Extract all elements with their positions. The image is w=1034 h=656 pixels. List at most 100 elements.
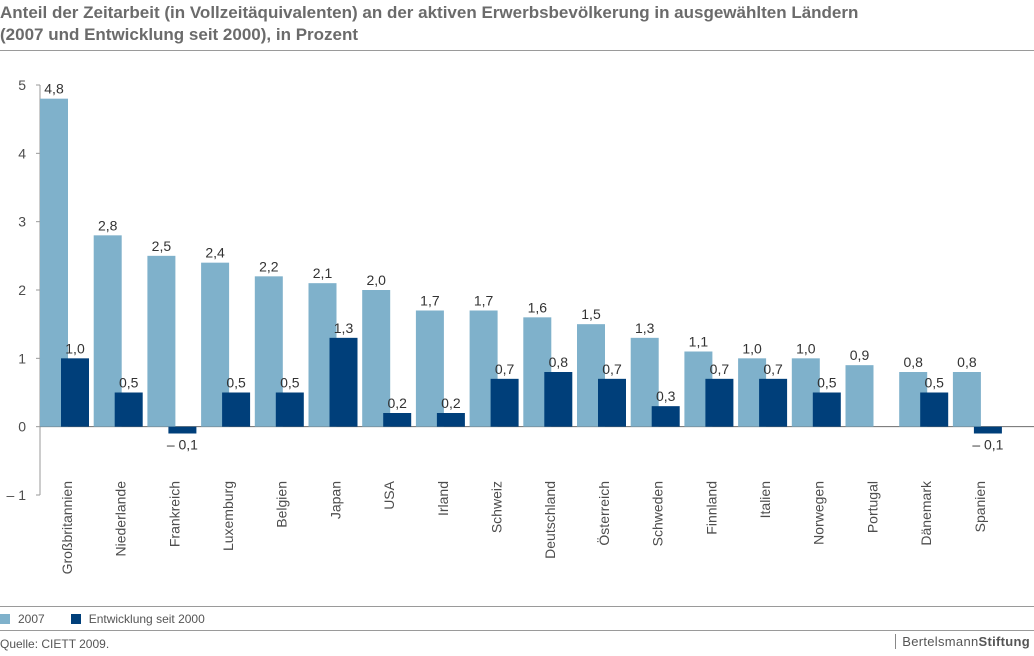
bar-change <box>490 378 519 427</box>
data-label-change: 0,2 <box>441 395 461 411</box>
y-tick-label: 2 <box>18 282 26 298</box>
bar-2007 <box>415 310 444 427</box>
data-label-change: 0,7 <box>763 361 783 377</box>
bar-change <box>436 413 465 427</box>
data-label-change: 0,8 <box>549 354 569 370</box>
bar-change <box>598 378 626 427</box>
chart-title-line-1: Anteil der Zeitarbeit (in Vollzeitäquiva… <box>0 3 859 22</box>
brand-name-part-1: Bertelsmann <box>902 634 979 649</box>
category-label: Norwegen <box>811 481 827 545</box>
y-tick-label: 0 <box>18 419 26 435</box>
data-label-2007: 2,5 <box>152 238 172 254</box>
data-label-change: 0,2 <box>387 395 407 411</box>
legend-swatch-change <box>70 614 81 624</box>
data-label-2007: 1,7 <box>474 293 494 309</box>
data-label-2007: 2,8 <box>98 217 118 233</box>
y-tick-label: 3 <box>18 214 26 230</box>
category-label: Italien <box>757 481 773 518</box>
legend-label-change: Entwicklung seit 2000 <box>88 612 205 626</box>
data-label-2007: 0,8 <box>903 354 923 370</box>
bar-change <box>329 337 358 427</box>
data-label-2007: 2,1 <box>313 265 333 281</box>
y-tick-label: 1 <box>18 350 26 366</box>
brand-logo: BertelsmannStiftung <box>895 634 1030 649</box>
data-label-2007: 4,8 <box>44 81 64 97</box>
category-label: Japan <box>327 481 343 519</box>
category-label: Österreich <box>595 481 612 546</box>
bar-change <box>61 358 89 427</box>
category-label: Schweden <box>650 481 666 546</box>
category-label: Deutschland <box>542 481 558 559</box>
bar-2007 <box>952 372 981 427</box>
data-label-2007: 1,0 <box>796 340 816 356</box>
data-label-change: 0,7 <box>710 361 730 377</box>
category-label: Belgien <box>274 481 290 528</box>
bar-change <box>651 406 680 427</box>
legend-item-change: Entwicklung seit 2000 <box>70 612 205 626</box>
data-label-2007: 1,1 <box>689 334 709 350</box>
category-label: Schweiz <box>488 481 504 533</box>
data-label-change: 0,3 <box>656 388 676 404</box>
bar-2007 <box>147 255 176 427</box>
bar-change <box>544 372 573 427</box>
y-tick-label: 4 <box>18 145 26 161</box>
data-label-change: 0,5 <box>924 375 944 391</box>
category-label: Frankreich <box>166 481 182 547</box>
data-label-change: 0,7 <box>495 361 515 377</box>
data-label-2007: 2,4 <box>205 245 225 261</box>
data-label-2007: 1,0 <box>742 340 762 356</box>
chart-title: Anteil der Zeitarbeit (in Vollzeitäquiva… <box>0 2 1020 46</box>
bar-change <box>222 392 251 427</box>
chart-title-line-2: (2007 und Entwicklung seit 2000), in Pro… <box>0 25 359 44</box>
y-tick-label: – 1 <box>7 487 27 503</box>
bar-change <box>275 392 304 427</box>
data-label-2007: 2,0 <box>366 272 386 288</box>
data-label-change: – 0,1 <box>167 437 198 453</box>
legend-swatch-2007 <box>0 614 10 624</box>
bar-change <box>920 392 949 427</box>
bar-change <box>114 392 143 427</box>
category-label: Großbritannien <box>59 481 75 574</box>
bar-2007 <box>362 290 391 427</box>
bar-change <box>705 378 734 427</box>
bar-change <box>759 378 788 427</box>
category-label: Dänemark <box>918 480 934 546</box>
bar-change <box>812 392 841 427</box>
category-label: Finnland <box>703 481 719 535</box>
data-label-2007: 1,6 <box>528 299 548 315</box>
source-note: Quelle: CIETT 2009. <box>0 637 110 651</box>
data-label-2007: 2,2 <box>259 258 279 274</box>
footer-divider <box>0 630 1034 631</box>
data-label-2007: 1,3 <box>635 320 655 336</box>
bar-chart: – 1 0 1 2 3 4 5 4,8 1,0 Großbritannien 2,8 0,5 Niede… <box>7 77 1034 574</box>
data-label-2007: 0,9 <box>850 347 870 363</box>
category-label: Portugal <box>864 481 880 533</box>
legend: 2007 Entwicklung seit 2000 <box>0 612 231 626</box>
bar-2007 <box>845 365 874 427</box>
category-label: Niederlande <box>113 481 129 557</box>
data-label-change: 0,7 <box>602 361 622 377</box>
data-label-2007: 1,5 <box>581 306 601 322</box>
data-label-change: 1,3 <box>334 320 354 336</box>
data-label-change: 0,5 <box>119 375 139 391</box>
data-label-change: – 0,1 <box>972 437 1003 453</box>
bar-change <box>973 426 1002 434</box>
legend-item-2007: 2007 <box>0 612 45 626</box>
data-label-2007: 0,8 <box>957 354 977 370</box>
data-label-change: 1,0 <box>65 340 85 356</box>
category-label: USA <box>381 480 397 509</box>
bar-change <box>168 426 197 434</box>
data-label-change: 0,5 <box>280 375 300 391</box>
brand-name-part-2: Stiftung <box>978 634 1030 649</box>
data-label-change: 0,5 <box>817 375 837 391</box>
data-label-2007: 1,7 <box>420 293 440 309</box>
category-label: Luxemburg <box>220 481 236 551</box>
title-divider <box>0 50 1034 51</box>
data-label-change: 0,5 <box>226 375 246 391</box>
legend-divider <box>0 606 1034 607</box>
legend-label-2007: 2007 <box>18 612 45 626</box>
bar-change <box>383 413 412 427</box>
category-label: Irland <box>435 481 451 516</box>
y-tick-label: 5 <box>18 77 26 93</box>
category-label: Spanien <box>972 481 988 532</box>
